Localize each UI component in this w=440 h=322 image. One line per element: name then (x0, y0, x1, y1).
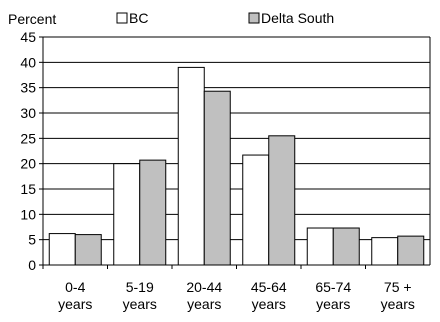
bar-delta-south-2 (203, 90, 231, 266)
x-tick-label: years (381, 296, 415, 312)
bar-delta-south-0 (74, 234, 102, 266)
x-tick-label: 75 + (384, 279, 412, 295)
x-tick-label: 65-74 (315, 279, 351, 295)
y-tick-label: 35 (20, 80, 36, 96)
bar-delta-south-5 (397, 235, 425, 266)
y-axis-label: Percent (8, 11, 56, 27)
axes (42, 37, 431, 269)
y-tick-label: 45 (20, 29, 36, 45)
x-tick-labels: 0-4years5-19years20-44years45-64years65-… (58, 279, 415, 312)
bar-bc-1 (113, 163, 141, 266)
x-tick-label: 45-64 (251, 279, 287, 295)
x-tick-label: 5-19 (126, 279, 154, 295)
legend-label-delta-south: Delta South (261, 10, 334, 26)
x-tick-label: years (123, 296, 157, 312)
bar-bc-3 (242, 154, 270, 266)
y-tick-label: 20 (20, 156, 36, 172)
legend-swatch-delta-south (248, 12, 260, 24)
x-tick-label: 0-4 (65, 279, 85, 295)
x-tick-label: years (187, 296, 221, 312)
x-tick-label: years (316, 296, 350, 312)
bar-bc-2 (177, 66, 205, 266)
bar-bc-0 (48, 233, 76, 266)
legend-label-bc: BC (129, 10, 148, 26)
x-tick-label: years (252, 296, 286, 312)
bar-bc-5 (371, 237, 399, 266)
bars (48, 66, 425, 266)
legend-swatch-bc (116, 12, 128, 24)
gridlines (39, 36, 430, 266)
bar-bc-4 (306, 227, 334, 266)
y-tick-label: 30 (20, 105, 36, 121)
bar-delta-south-3 (268, 135, 296, 266)
y-tick-label: 15 (20, 181, 36, 197)
y-tick-label: 40 (20, 54, 36, 70)
y-tick-label: 5 (28, 232, 36, 248)
bar-delta-south-1 (139, 159, 167, 266)
bar-delta-south-4 (332, 227, 360, 266)
x-tick-label: 20-44 (186, 279, 222, 295)
x-tick-label: years (58, 296, 92, 312)
y-tick-label: 10 (20, 206, 36, 222)
y-tick-label: 25 (20, 130, 36, 146)
y-tick-labels: 0 5 10 15 20 25 30 35 40 45 (20, 29, 36, 273)
legend: BC Delta South (116, 10, 334, 26)
y-tick-label: 0 (28, 257, 36, 273)
